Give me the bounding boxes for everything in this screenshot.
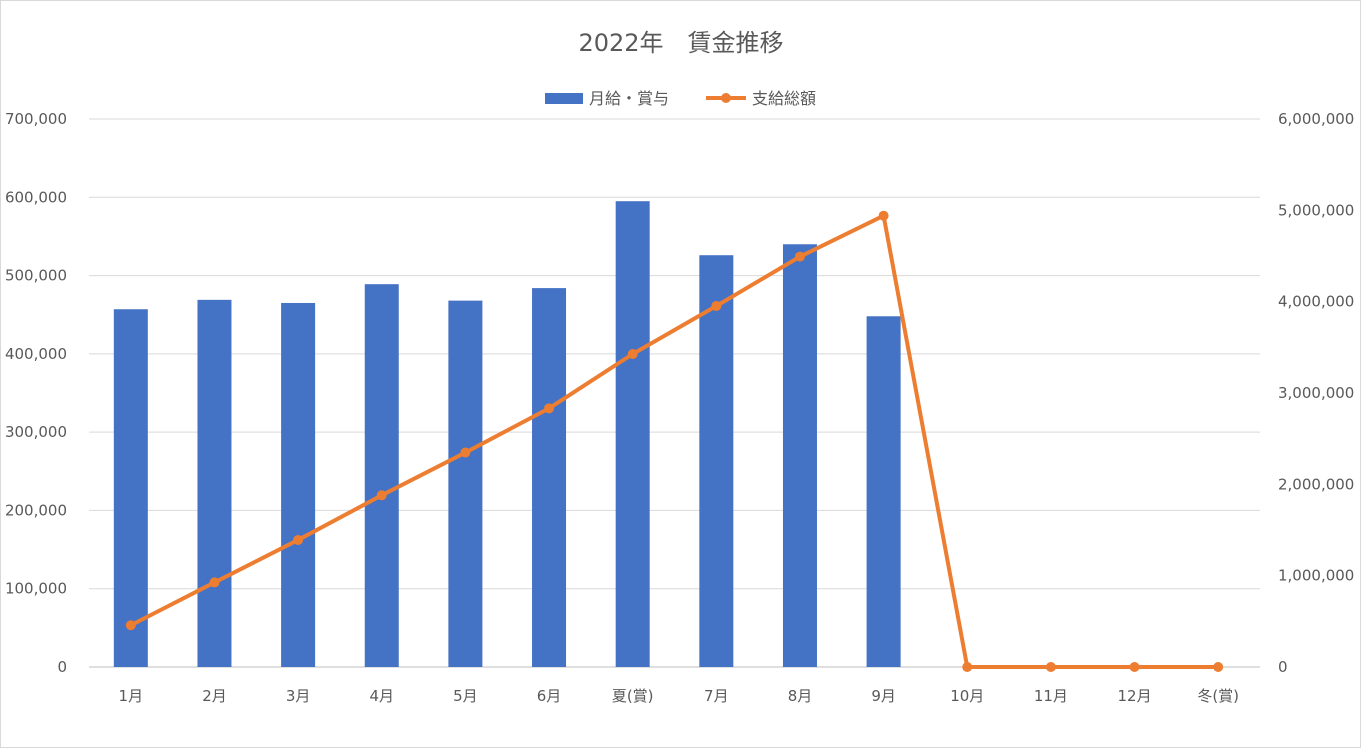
- category-label: 夏(賞): [612, 687, 654, 705]
- left-tick-label: 600,000: [5, 188, 67, 206]
- left-tick-label: 100,000: [5, 580, 67, 598]
- bar: [866, 316, 901, 667]
- line-point: [125, 620, 136, 631]
- line-point: [293, 534, 304, 545]
- left-axis-ticks: 0 100,000 200,000 300,000 400,000 500,000 600,…: [5, 110, 67, 676]
- legend: 月給・賞与 支給総額: [545, 89, 816, 108]
- category-label: 7月: [704, 687, 729, 705]
- legend-swatch-marker: [721, 93, 731, 103]
- right-tick-label: 1,000,000: [1278, 567, 1354, 585]
- left-tick-label: 200,000: [5, 501, 67, 519]
- bar: [782, 244, 817, 667]
- left-tick-label: 300,000: [5, 423, 67, 441]
- category-label: 4月: [369, 687, 394, 705]
- category-label: 3月: [286, 687, 311, 705]
- line-point: [878, 210, 889, 221]
- right-tick-label: 6,000,000: [1278, 110, 1354, 128]
- category-label: 9月: [871, 687, 896, 705]
- line-point: [376, 490, 387, 501]
- bar: [615, 201, 650, 667]
- line-point: [460, 447, 471, 458]
- line-point: [1045, 662, 1056, 672]
- bar: [364, 284, 399, 667]
- bar: [281, 302, 316, 667]
- right-tick-label: 5,000,000: [1278, 201, 1354, 219]
- category-label: 11月: [1034, 687, 1068, 705]
- line-point: [794, 251, 805, 262]
- legend-label-bar: 月給・賞与: [589, 89, 669, 108]
- category-label: 8月: [788, 687, 813, 705]
- left-tick-label: 400,000: [5, 345, 67, 363]
- line-point: [627, 349, 638, 360]
- category-label: 10月: [950, 687, 984, 705]
- line-series: [125, 210, 1224, 672]
- bar: [113, 309, 148, 667]
- left-tick-label: 500,000: [5, 267, 67, 285]
- right-tick-label: 4,000,000: [1278, 293, 1354, 311]
- bar: [532, 288, 567, 667]
- series-line: [129, 213, 1219, 669]
- category-label: 6月: [537, 687, 562, 705]
- category-label: 1月: [119, 687, 144, 705]
- right-axis-ticks: 0 1,000,000 2,000,000 3,000,000 4,000,000 5,0…: [1278, 110, 1354, 676]
- category-label: 冬(賞): [1197, 687, 1239, 705]
- gridlines: [89, 118, 1260, 668]
- left-tick-label: 0: [57, 658, 67, 676]
- line-point: [1213, 662, 1224, 672]
- line-point: [209, 577, 220, 588]
- line-point: [962, 662, 973, 672]
- category-axis: 1月 2月 3月 4月 5月 6月 夏(賞) 7月 8月 9月 10月 11月 12月 冬(賞): [119, 687, 1239, 705]
- category-label: 2月: [202, 687, 227, 705]
- bar: [448, 300, 483, 667]
- legend-swatch-bar: [545, 93, 583, 104]
- line-point: [544, 403, 555, 414]
- category-label: 5月: [453, 687, 478, 705]
- bar-series: [113, 201, 901, 667]
- right-tick-label: 2,000,000: [1278, 475, 1354, 493]
- bar: [197, 299, 232, 667]
- bar: [699, 255, 734, 667]
- right-tick-label: 0: [1278, 658, 1288, 676]
- left-tick-label: 700,000: [5, 110, 67, 128]
- line-point: [1129, 662, 1140, 672]
- chart-title: 2022年 賃金推移: [578, 29, 783, 57]
- category-label: 12月: [1117, 687, 1151, 705]
- legend-label-line: 支給総額: [752, 89, 816, 108]
- line-point: [711, 300, 722, 311]
- right-tick-label: 3,000,000: [1278, 384, 1354, 402]
